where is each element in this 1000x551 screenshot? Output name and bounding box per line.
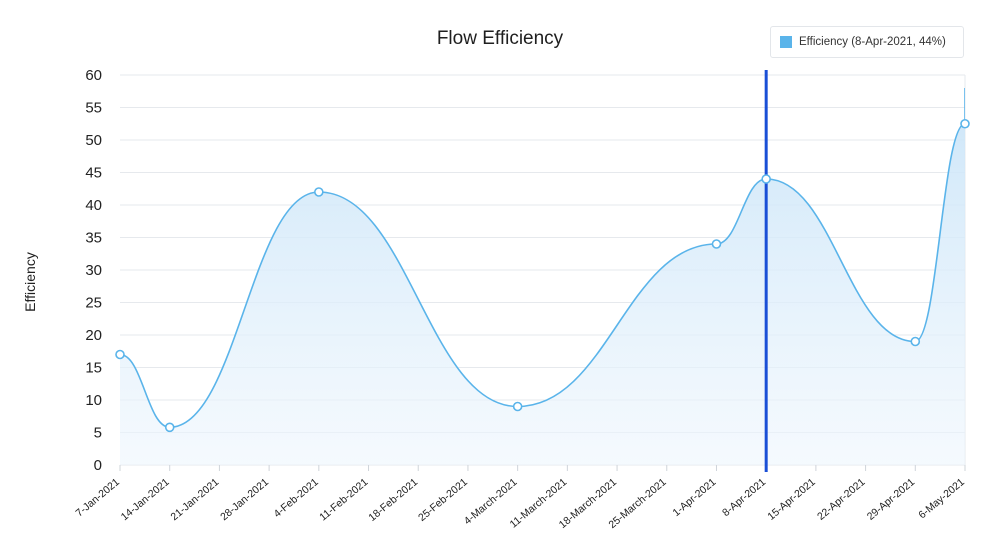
data-point — [711, 239, 722, 249]
x-tick-label: 18-Feb-2021 — [366, 476, 420, 524]
series-area — [120, 88, 965, 465]
legend-label: Efficiency (8-Apr-2021, 44%) — [799, 36, 946, 48]
y-tick-label: 50 — [85, 132, 102, 149]
data-point — [314, 187, 324, 197]
x-tick-label: 4-Feb-2021 — [271, 476, 320, 520]
points-layer — [115, 118, 970, 433]
x-tick-label: 14-Jan-2021 — [119, 476, 172, 523]
x-tick-label: 7-Jan-2021 — [74, 476, 123, 519]
legend-swatch — [780, 36, 792, 48]
data-point — [512, 401, 523, 412]
y-tick-label: 5 — [94, 425, 102, 442]
y-axis: 0 5 10 15 20 25 30 35 40 45 50 55 60 — [85, 67, 102, 474]
y-tick-label: 35 — [85, 230, 102, 247]
y-tick-label: 55 — [85, 100, 102, 117]
y-tick-label: 10 — [85, 392, 102, 409]
series-area-fill — [120, 88, 965, 465]
y-tick-label: 20 — [85, 327, 102, 344]
y-tick-label: 0 — [94, 457, 102, 474]
x-tick-label: 29-Apr-2021 — [865, 476, 918, 523]
x-tick-label: 22-Apr-2021 — [815, 476, 868, 523]
x-tick-label: 21-Jan-2021 — [168, 476, 221, 523]
x-tick-label: 1-Apr-2021 — [670, 476, 718, 519]
data-point — [960, 118, 970, 129]
y-tick-label: 15 — [85, 360, 102, 377]
data-point — [910, 336, 921, 347]
data-point — [164, 422, 175, 433]
series-line — [120, 88, 965, 429]
y-tick-label: 45 — [85, 165, 102, 182]
x-tick-label: 11-Feb-2021 — [317, 476, 370, 523]
y-tick-label: 40 — [85, 197, 102, 214]
y-tick-label: 30 — [85, 262, 102, 279]
x-tick-label: 6-May-2021 — [916, 476, 967, 521]
y-tick-label: 60 — [85, 67, 102, 84]
legend[interactable]: Efficiency (8-Apr-2021, 44%) — [770, 26, 964, 58]
chart-title: Flow Efficiency — [436, 28, 564, 49]
x-tick-label: 15-Apr-2021 — [765, 476, 818, 523]
x-tick-label: 8-Apr-2021 — [720, 476, 768, 519]
x-axis: 7-Jan-202114-Jan-202121-Jan-202128-Jan-2… — [74, 465, 967, 531]
y-tick-label: 25 — [85, 295, 102, 312]
x-tick-label: 28-Jan-2021 — [218, 476, 271, 523]
data-point — [761, 174, 771, 184]
data-point — [115, 349, 125, 360]
